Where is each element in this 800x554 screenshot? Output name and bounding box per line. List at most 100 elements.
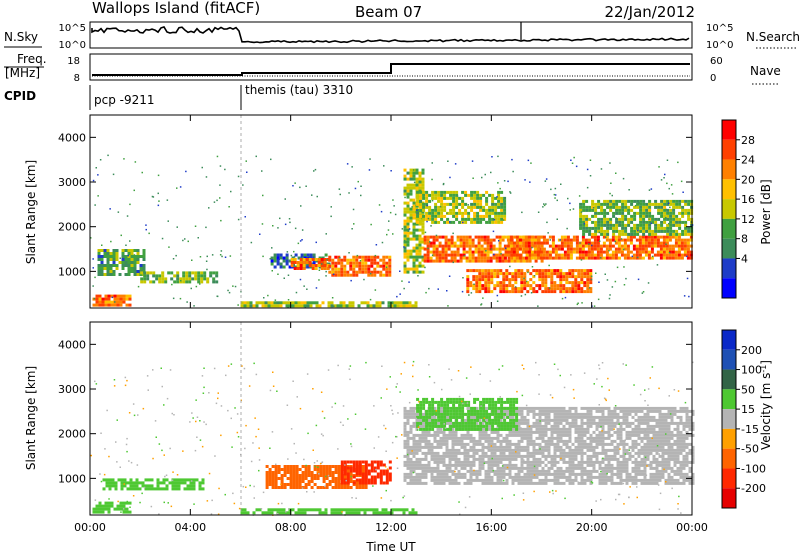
power-echo-cell [419, 214, 423, 218]
velocity-echo-cell [640, 457, 644, 461]
power-echo-cell [644, 238, 648, 242]
power-echo-cell [533, 253, 537, 257]
velocity-echo-cell [577, 451, 581, 455]
power-echo-cell [106, 270, 110, 273]
power-scatter-point [636, 256, 639, 259]
velocity-echo-cell [147, 484, 151, 488]
power-echo-cell [612, 229, 616, 233]
velocity-echo-cell [421, 439, 425, 443]
power-echo-cell [583, 269, 587, 273]
power-echo-cell [475, 290, 479, 294]
power-echo-cell [158, 277, 162, 281]
power-echo-cell [660, 205, 664, 209]
velocity-echo-cell [165, 487, 169, 491]
velocity-echo-cell [322, 465, 326, 468]
velocity-echo-cell [547, 472, 551, 476]
power-echo-cell [421, 270, 425, 274]
velocity-echo-cell [104, 504, 108, 508]
power-echo-cell [562, 272, 566, 276]
power-echo-cell [632, 244, 636, 248]
power-echo-cell [465, 250, 469, 254]
power-scatter-point [499, 187, 501, 190]
velocity-echo-cell [601, 424, 605, 428]
velocity-echo-cell [595, 442, 599, 446]
velocity-echo-cell [553, 418, 557, 422]
velocity-echo-cell [481, 430, 485, 434]
velocity-echo-cell [463, 433, 467, 437]
velocity-echo-cell [520, 427, 524, 431]
velocity-echo-cell [439, 481, 443, 485]
velocity-echo-cell [556, 433, 560, 437]
power-echo-cell [317, 261, 321, 264]
power-echo-cell [479, 193, 483, 197]
power-echo-cell [470, 196, 474, 200]
power-echo-cell [638, 238, 642, 242]
power-echo-cell [647, 235, 651, 239]
power-echo-cell [179, 280, 183, 284]
power-echo-cell [385, 255, 389, 259]
power-echo-cell [504, 259, 508, 263]
power-echo-cell [587, 244, 591, 248]
velocity-echo-cell [538, 436, 542, 440]
power-ytick-label: 4000 [58, 131, 86, 144]
power-echo-cell [566, 253, 570, 257]
velocity-echo-cell [529, 481, 533, 485]
power-echo-cell [665, 238, 669, 242]
power-echo-cell [418, 183, 422, 187]
velocity-echo-cell [349, 486, 353, 489]
velocity-echo-cell [559, 415, 563, 419]
velocity-echo-cell [487, 424, 491, 428]
velocity-echo-cell [577, 460, 581, 464]
velocity-echo-cell [457, 451, 461, 455]
velocity-echo-cell [607, 418, 611, 422]
velocity-echo-cell [508, 454, 512, 458]
power-echo-cell [635, 253, 639, 257]
power-echo-cell [466, 275, 470, 279]
velocity-echo-cell [520, 454, 524, 458]
power-echo-cell [529, 272, 533, 276]
power-echo-cell [641, 250, 645, 254]
velocity-echo-cell [478, 457, 482, 461]
power-echo-cell [455, 205, 459, 209]
power-echo-cell [455, 196, 459, 200]
velocity-echo-cell [373, 478, 377, 482]
power-echo-cell [471, 250, 475, 254]
power-echo-cell [611, 238, 615, 242]
power-echo-cell [479, 205, 483, 209]
velocity-echo-cell [427, 466, 431, 470]
velocity-echo-cell [274, 465, 278, 468]
velocity-echo-cell [409, 478, 413, 482]
velocity-echo-cell [481, 427, 485, 431]
power-echo-cell [648, 226, 652, 230]
power-echo-cell [125, 294, 129, 298]
power-echo-cell [527, 235, 531, 239]
power-echo-cell [139, 255, 143, 258]
power-echo-cell [684, 208, 688, 212]
velocity-echo-cell [472, 439, 476, 443]
power-echo-cell [321, 301, 325, 305]
power-echo-cell [472, 269, 476, 273]
velocity-echo-cell [442, 469, 446, 473]
velocity-echo-cell [436, 433, 440, 437]
power-echo-cell [475, 284, 479, 288]
power-echo-cell [489, 259, 493, 263]
power-echo-cell [683, 238, 687, 242]
power-echo-cell [403, 249, 407, 253]
power-scatter-point [148, 232, 150, 235]
velocity-echo-cell [319, 468, 323, 471]
power-echo-cell [656, 250, 660, 254]
power-echo-cell [538, 272, 542, 276]
velocity-echo-cell [622, 451, 626, 455]
velocity-echo-cell [550, 406, 554, 410]
velocity-echo-cell [403, 433, 407, 437]
velocity-echo-cell [514, 445, 518, 449]
power-echo-cell [300, 253, 304, 257]
velocity-echo-cell [547, 442, 551, 446]
velocity-echo-cell [487, 433, 491, 437]
power-echo-cell [446, 202, 450, 206]
velocity-echo-cell [301, 477, 305, 480]
power-echo-cell [415, 177, 419, 181]
velocity-echo-cell [331, 471, 335, 474]
power-scatter-point [286, 251, 289, 253]
velocity-echo-cell [261, 511, 265, 515]
